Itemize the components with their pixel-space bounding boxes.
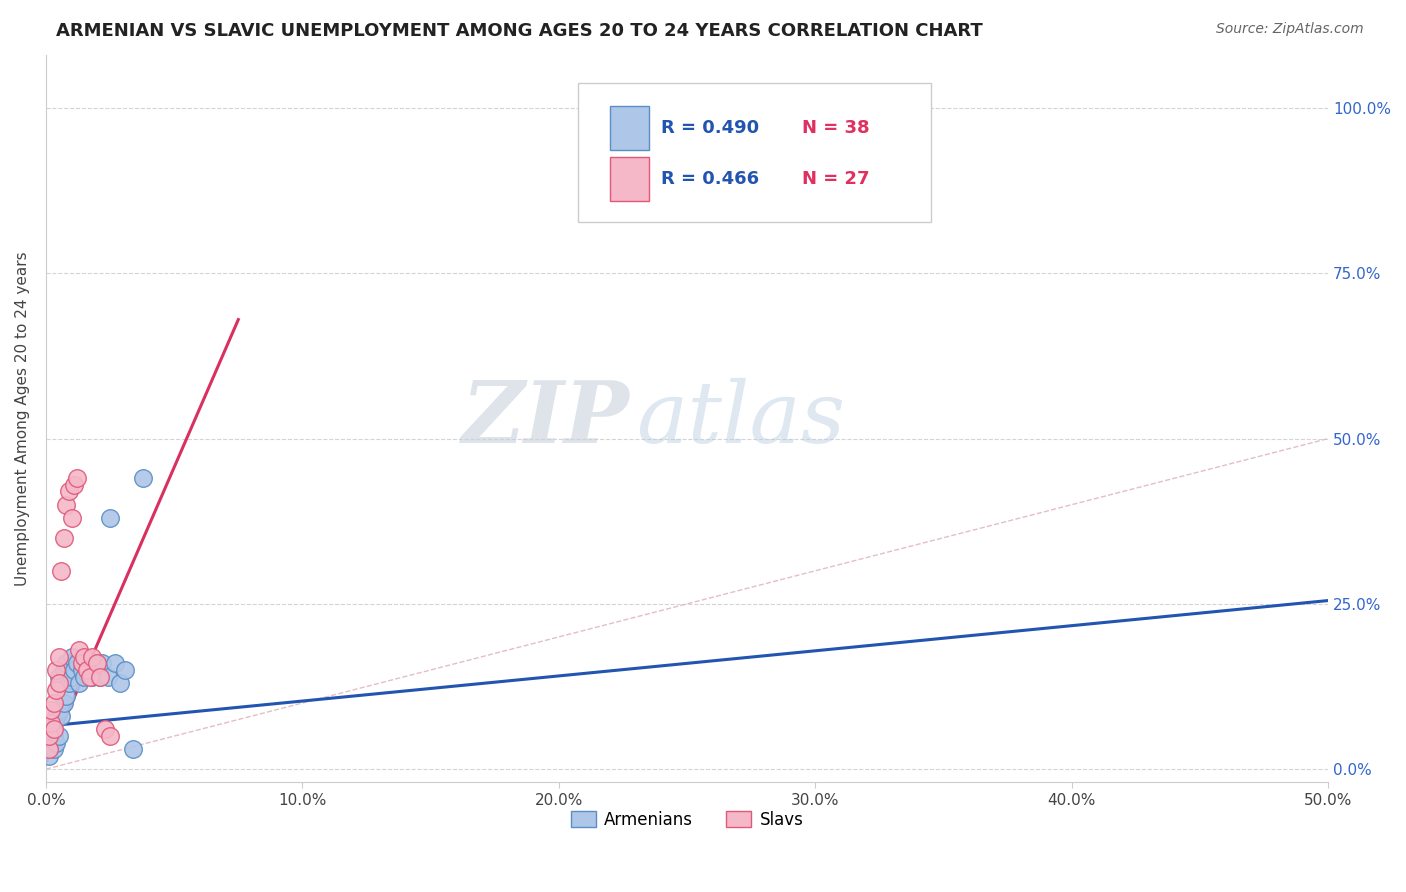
Point	[60, 649, 83, 664]
Point	[39, 703, 62, 717]
Text: atlas: atlas	[636, 377, 845, 460]
Point	[38, 748, 60, 763]
Point	[42, 742, 65, 756]
Text: ARMENIAN VS SLAVIC UNEMPLOYMENT AMONG AGES 20 TO 24 YEARS CORRELATION CHART: ARMENIAN VS SLAVIC UNEMPLOYMENT AMONG AG…	[56, 22, 983, 40]
Point	[104, 657, 127, 671]
Point	[55, 498, 77, 512]
Point	[45, 682, 67, 697]
Point	[45, 663, 67, 677]
Point	[67, 676, 90, 690]
Point	[60, 669, 83, 683]
Point	[63, 478, 86, 492]
Point	[39, 723, 62, 737]
Point	[52, 696, 75, 710]
Point	[67, 643, 90, 657]
Point	[83, 657, 105, 671]
Point	[38, 742, 60, 756]
Y-axis label: Unemployment Among Ages 20 to 24 years: Unemployment Among Ages 20 to 24 years	[15, 252, 30, 586]
Point	[98, 729, 121, 743]
Point	[98, 511, 121, 525]
Point	[48, 649, 70, 664]
Text: R = 0.466: R = 0.466	[661, 169, 759, 188]
Point	[51, 709, 73, 723]
Point	[55, 690, 77, 704]
Point	[82, 669, 104, 683]
Point	[66, 657, 89, 671]
Point	[70, 657, 93, 671]
Point	[94, 723, 117, 737]
Bar	[610, 106, 648, 150]
Point	[42, 715, 65, 730]
Point	[42, 729, 65, 743]
Point	[39, 715, 62, 730]
Point	[52, 663, 75, 677]
Point	[51, 676, 73, 690]
Point	[63, 663, 86, 677]
Point	[48, 729, 70, 743]
Point	[45, 736, 67, 750]
Point	[66, 471, 89, 485]
Point	[76, 657, 98, 671]
Bar	[610, 157, 648, 201]
FancyBboxPatch shape	[578, 83, 931, 222]
Point	[82, 649, 104, 664]
Point	[70, 663, 93, 677]
Point	[73, 649, 96, 664]
Point	[39, 736, 62, 750]
Point	[51, 564, 73, 578]
Point	[58, 484, 80, 499]
Text: R = 0.490: R = 0.490	[661, 119, 759, 136]
Point	[79, 669, 101, 683]
Point	[132, 471, 155, 485]
Point	[38, 729, 60, 743]
Point	[76, 663, 98, 677]
Point	[73, 669, 96, 683]
Point	[48, 669, 70, 683]
Point	[58, 676, 80, 690]
Point	[42, 696, 65, 710]
Point	[48, 676, 70, 690]
Text: N = 27: N = 27	[803, 169, 870, 188]
Point	[45, 709, 67, 723]
Text: ZIP: ZIP	[461, 377, 630, 460]
Point	[52, 531, 75, 545]
Legend: Armenians, Slavs: Armenians, Slavs	[564, 805, 810, 836]
Point	[122, 742, 145, 756]
Point	[60, 511, 83, 525]
Text: Source: ZipAtlas.com: Source: ZipAtlas.com	[1216, 22, 1364, 37]
Point	[91, 657, 114, 671]
Text: N = 38: N = 38	[803, 119, 870, 136]
Point	[110, 676, 132, 690]
Point	[55, 657, 77, 671]
Point	[96, 669, 118, 683]
Point	[86, 657, 108, 671]
Point	[86, 663, 108, 677]
Point	[89, 669, 111, 683]
Point	[89, 669, 111, 683]
Point	[42, 723, 65, 737]
Point	[114, 663, 136, 677]
Point	[48, 703, 70, 717]
